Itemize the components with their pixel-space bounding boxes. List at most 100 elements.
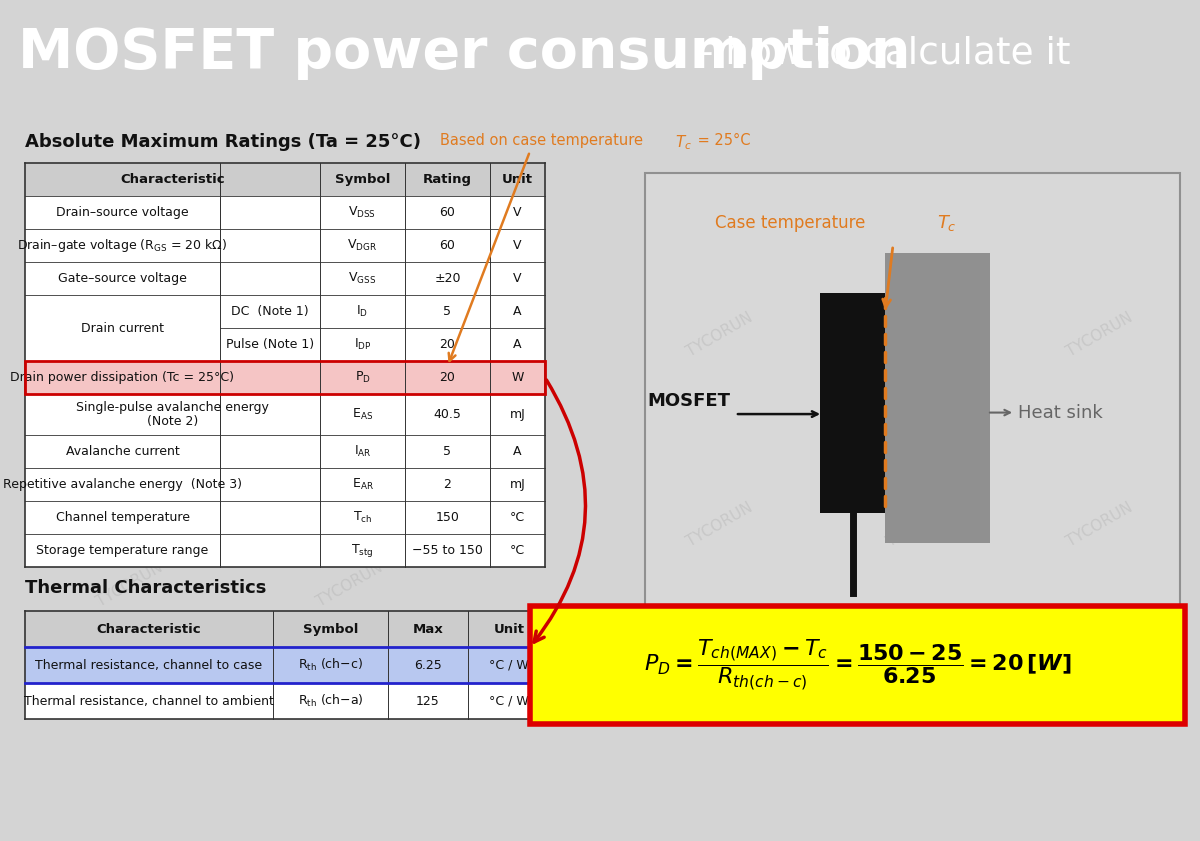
Text: I$_\mathsf{DP}$: I$_\mathsf{DP}$ xyxy=(354,337,371,352)
Text: W: W xyxy=(511,371,523,384)
Text: (Note 2): (Note 2) xyxy=(146,415,198,428)
Text: mJ: mJ xyxy=(510,408,526,421)
Text: 60: 60 xyxy=(439,206,456,220)
Text: 20: 20 xyxy=(439,338,456,351)
Text: $T_c$: $T_c$ xyxy=(674,133,692,152)
Text: Storage temperature range: Storage temperature range xyxy=(36,544,209,557)
Text: 150: 150 xyxy=(436,511,460,524)
Text: V: V xyxy=(514,206,522,220)
Text: Rating: Rating xyxy=(424,173,472,186)
Text: °C / W: °C / W xyxy=(490,659,529,671)
Text: TYCORUN: TYCORUN xyxy=(314,560,385,610)
FancyBboxPatch shape xyxy=(530,606,1186,724)
Text: Drain–source voltage: Drain–source voltage xyxy=(56,206,188,220)
Text: Thermal resistance, channel to case: Thermal resistance, channel to case xyxy=(36,659,263,671)
Text: Thermal resistance, channel to ambient: Thermal resistance, channel to ambient xyxy=(24,695,274,707)
Text: V$_\mathsf{DSS}$: V$_\mathsf{DSS}$ xyxy=(348,205,377,220)
Bar xyxy=(25,611,550,647)
Text: Characteristic: Characteristic xyxy=(97,622,202,636)
Text: TYCORUN: TYCORUN xyxy=(684,310,756,360)
Text: TYCORUN: TYCORUN xyxy=(884,500,955,550)
Text: 60: 60 xyxy=(439,239,456,252)
Text: A: A xyxy=(514,305,522,318)
Text: Drain–gate voltage (R$_\mathsf{GS}$ = 20 kΩ): Drain–gate voltage (R$_\mathsf{GS}$ = 20… xyxy=(18,237,228,254)
Text: $\boldsymbol{P_D}$$\boldsymbol{ = }$$\dfrac{\boldsymbol{T_{ch(MAX)} - T_c}}{\bol: $\boldsymbol{P_D}$$\boldsymbol{ = }$$\df… xyxy=(643,637,1072,693)
Bar xyxy=(25,647,550,683)
Text: V$_\mathsf{DGR}$: V$_\mathsf{DGR}$ xyxy=(348,238,378,253)
Text: TYCORUN: TYCORUN xyxy=(1064,310,1135,360)
Text: TYCORUN: TYCORUN xyxy=(95,300,166,350)
Text: Drain power dissipation (Tc = 25°C): Drain power dissipation (Tc = 25°C) xyxy=(11,371,234,384)
Text: A: A xyxy=(514,445,522,458)
Text: P$_\mathsf{D}$: P$_\mathsf{D}$ xyxy=(354,370,371,385)
Text: Thermal Characteristics: Thermal Characteristics xyxy=(25,579,266,597)
Text: Channel temperature: Channel temperature xyxy=(55,511,190,524)
Bar xyxy=(25,683,550,719)
Text: Case temperature: Case temperature xyxy=(715,214,871,232)
Text: TYCORUN: TYCORUN xyxy=(95,560,166,610)
Bar xyxy=(25,361,545,394)
Text: TYCORUN: TYCORUN xyxy=(314,300,385,350)
Text: V: V xyxy=(514,239,522,252)
Text: = 25°C: = 25°C xyxy=(694,133,750,148)
Text: DC  (Note 1): DC (Note 1) xyxy=(232,305,308,318)
Bar xyxy=(820,294,886,513)
Text: E$_\mathsf{AR}$: E$_\mathsf{AR}$ xyxy=(352,477,373,492)
Bar xyxy=(25,394,545,435)
Text: 40.5: 40.5 xyxy=(433,408,462,421)
Bar xyxy=(25,468,545,501)
Text: Single-pulse avalanche energy: Single-pulse avalanche energy xyxy=(76,401,269,414)
Text: Max: Max xyxy=(413,622,443,636)
Text: 2: 2 xyxy=(444,478,451,491)
Text: °C: °C xyxy=(510,511,526,524)
Text: 20: 20 xyxy=(439,371,456,384)
Text: 6.25: 6.25 xyxy=(414,659,442,671)
Text: V$_\mathsf{GSS}$: V$_\mathsf{GSS}$ xyxy=(348,271,377,286)
Text: Symbol: Symbol xyxy=(302,622,358,636)
Bar xyxy=(25,229,545,262)
Text: Unit: Unit xyxy=(502,173,533,186)
Text: T$_\mathsf{stg}$: T$_\mathsf{stg}$ xyxy=(352,542,373,559)
FancyArrowPatch shape xyxy=(534,380,586,642)
Text: Pulse (Note 1): Pulse (Note 1) xyxy=(226,338,314,351)
Text: 5: 5 xyxy=(444,305,451,318)
FancyBboxPatch shape xyxy=(646,173,1180,693)
Bar xyxy=(25,534,545,567)
Text: °C: °C xyxy=(510,544,526,557)
Text: MOSFET: MOSFET xyxy=(647,392,730,410)
Text: I$_\mathsf{AR}$: I$_\mathsf{AR}$ xyxy=(354,444,371,459)
Text: Unit: Unit xyxy=(493,622,524,636)
Text: TYCORUN: TYCORUN xyxy=(1064,500,1135,550)
Text: R$_\mathsf{th}$ (ch$-$a): R$_\mathsf{th}$ (ch$-$a) xyxy=(298,693,364,709)
Text: Symbol: Symbol xyxy=(335,173,390,186)
Text: mJ: mJ xyxy=(510,478,526,491)
Bar xyxy=(25,295,545,361)
Bar xyxy=(25,163,545,196)
Text: $T_c$: $T_c$ xyxy=(937,213,956,233)
Text: Repetitive avalanche energy  (Note 3): Repetitive avalanche energy (Note 3) xyxy=(2,478,242,491)
Text: Drain current: Drain current xyxy=(82,321,164,335)
Text: −55 to 150: −55 to 150 xyxy=(412,544,482,557)
Text: °C / W: °C / W xyxy=(490,695,529,707)
Text: T$_\mathsf{ch}$: T$_\mathsf{ch}$ xyxy=(353,510,372,525)
FancyArrowPatch shape xyxy=(883,248,893,307)
Text: TYCORUN: TYCORUN xyxy=(684,500,756,550)
Text: Heat sink: Heat sink xyxy=(1018,404,1103,421)
Bar xyxy=(25,361,545,394)
Text: Avalanche current: Avalanche current xyxy=(66,445,179,458)
Text: 5: 5 xyxy=(444,445,451,458)
Bar xyxy=(886,253,990,543)
Text: - how to calculate it: - how to calculate it xyxy=(688,35,1070,71)
Text: MOSFET power consumption: MOSFET power consumption xyxy=(18,26,911,80)
Text: ±20: ±20 xyxy=(434,272,461,285)
Text: Based on case temperature: Based on case temperature xyxy=(440,133,648,148)
Text: V: V xyxy=(514,272,522,285)
Text: A: A xyxy=(514,338,522,351)
Text: Gate–source voltage: Gate–source voltage xyxy=(58,272,187,285)
Text: TYCORUN: TYCORUN xyxy=(884,310,955,360)
Bar xyxy=(25,196,545,229)
Bar xyxy=(25,501,545,534)
FancyArrowPatch shape xyxy=(449,154,529,361)
Text: Characteristic: Characteristic xyxy=(120,173,224,186)
Text: I$_\mathsf{D}$: I$_\mathsf{D}$ xyxy=(356,304,368,319)
